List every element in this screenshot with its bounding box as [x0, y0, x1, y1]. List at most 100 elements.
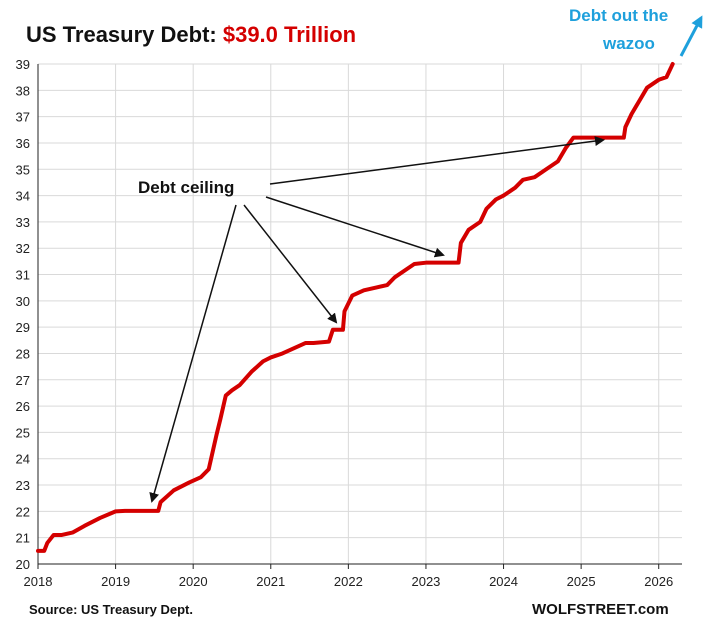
debt-ceiling-arrow-2021: [243, 204, 338, 324]
y-tick-label: 22: [16, 504, 30, 519]
data-point: [671, 62, 675, 66]
data-point: [564, 146, 568, 150]
x-tick-label: 2020: [179, 574, 208, 589]
data-point: [327, 340, 331, 344]
y-tick-label: 28: [16, 346, 30, 361]
data-point: [629, 112, 634, 116]
y-tick-label: 20: [16, 557, 30, 572]
y-tick-label: 39: [16, 57, 30, 72]
data-point: [424, 261, 428, 265]
data-point: [544, 167, 548, 171]
data-point: [513, 186, 517, 190]
data-point: [199, 475, 203, 479]
data-point: [494, 197, 498, 202]
x-tick-label: 2023: [411, 574, 440, 589]
data-point: [59, 533, 63, 537]
data-point: [637, 99, 641, 103]
annotation-layer: Debt ceiling Debt out the wazoo: [138, 6, 703, 503]
data-point: [214, 433, 219, 437]
y-tick-label: 38: [16, 83, 30, 98]
y-tick-label: 23: [16, 478, 30, 493]
data-point: [622, 136, 626, 140]
y-tick-label: 27: [16, 373, 30, 388]
y-tick-label: 29: [16, 320, 30, 335]
x-tick-label: 2021: [256, 574, 285, 589]
data-point: [657, 78, 661, 82]
data-point: [484, 207, 489, 211]
data-point: [158, 500, 163, 504]
chart-title: US Treasury Debt: $39.0 Trillion: [26, 22, 356, 47]
data-point: [459, 241, 463, 245]
wazoo-arrow: [679, 15, 703, 57]
data-point: [404, 267, 409, 271]
data-point: [172, 488, 176, 492]
chart-title-prefix: US Treasury Debt:: [26, 22, 223, 47]
data-point: [269, 355, 273, 360]
data-point: [571, 136, 575, 140]
wazoo-annotation-line2: wazoo: [602, 34, 655, 53]
data-point: [230, 388, 234, 392]
data-point: [280, 351, 285, 356]
y-tick-label: 34: [16, 189, 30, 204]
data-point: [532, 175, 537, 179]
data-point: [478, 220, 482, 224]
y-tick-label: 33: [16, 215, 30, 230]
data-point: [42, 549, 46, 553]
data-point: [113, 509, 118, 513]
source-label: Source: US Treasury Dept.: [29, 602, 193, 617]
data-point: [467, 228, 471, 232]
y-tick-label: 25: [16, 425, 30, 440]
chart-title-value: $39.0 Trillion: [223, 22, 356, 47]
data-point: [82, 524, 87, 528]
data-point: [331, 328, 335, 332]
data-point: [156, 509, 160, 513]
data-point: [521, 178, 525, 182]
x-tick-label: 2019: [101, 574, 130, 589]
data-point: [218, 417, 222, 421]
data-point: [249, 370, 253, 374]
debt-ceiling-annotation: Debt ceiling: [138, 178, 234, 197]
y-tick-label: 26: [16, 399, 30, 414]
data-point: [456, 261, 461, 265]
data-point: [341, 328, 345, 332]
data-point: [224, 393, 228, 398]
data-point: [556, 159, 560, 163]
data-point: [304, 341, 308, 345]
data-point: [393, 275, 397, 279]
data-point: [412, 262, 416, 266]
data-point: [238, 383, 242, 387]
data-point: [501, 193, 506, 198]
data-point: [362, 288, 366, 292]
y-tick-label: 31: [16, 268, 30, 283]
debt-ceiling-arrow-2025: [269, 136, 605, 185]
data-point: [51, 533, 56, 537]
data-point: [123, 509, 127, 513]
x-tick-label: 2024: [489, 574, 518, 589]
debt-ceiling-arrow-2019: [149, 204, 237, 503]
debt-ceiling-arrow-2023: [265, 196, 445, 258]
axis-lines: 2021222324252627282930313233343536373839…: [16, 57, 682, 589]
x-tick-label: 2026: [644, 574, 673, 589]
data-point: [98, 516, 102, 520]
wazoo-annotation-line1: Debt out the: [569, 6, 668, 25]
data-point: [623, 125, 627, 129]
data-point: [373, 286, 378, 290]
data-point: [577, 136, 582, 140]
data-point: [428, 261, 432, 265]
y-tick-label: 36: [16, 136, 30, 151]
y-tick-label: 35: [16, 162, 30, 177]
y-tick-label: 21: [16, 531, 30, 546]
data-point: [187, 480, 191, 485]
data-point: [36, 549, 40, 553]
data-point: [292, 346, 296, 350]
credit-label: WOLFSTREET.com: [532, 601, 669, 618]
y-tick-label: 30: [16, 294, 30, 309]
x-tick-label: 2022: [334, 574, 363, 589]
x-tick-label: 2018: [24, 574, 53, 589]
y-tick-label: 24: [16, 452, 30, 467]
data-point: [207, 467, 211, 471]
y-tick-label: 37: [16, 110, 30, 125]
data-point: [45, 541, 49, 545]
